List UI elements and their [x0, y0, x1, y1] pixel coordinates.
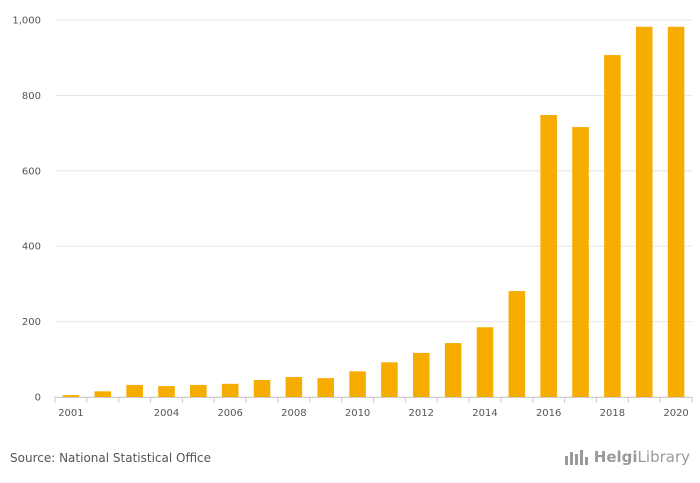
bar: [667, 26, 685, 397]
bar: [476, 327, 494, 397]
bar-chart: 0 200 400 600 800 1,000 2001 2004 2006 2008 2010 20…: [12, 16, 693, 419]
x-tick-label: 2008: [281, 408, 306, 419]
y-tick-label: 200: [22, 317, 41, 328]
bar: [444, 343, 462, 397]
bar: [317, 378, 335, 397]
x-tick-label: 2018: [600, 408, 625, 419]
x-tick-label: 2014: [472, 408, 497, 419]
helgi-library-logo[interactable]: HelgiLibrary: [564, 448, 690, 466]
y-tick-label: 1,000: [12, 16, 41, 27]
bar: [285, 377, 303, 397]
bar: [221, 383, 239, 397]
y-tick-label: 800: [22, 91, 41, 102]
brand-part2: Library: [637, 448, 690, 466]
bar: [604, 55, 621, 397]
y-tick-label: 400: [22, 242, 41, 253]
bar: [349, 371, 366, 397]
bar: [540, 115, 557, 397]
bar: [126, 384, 143, 397]
bar: [253, 380, 271, 397]
x-tick-label: 2020: [663, 408, 688, 419]
x-tick-label: 2016: [536, 408, 561, 419]
bar: [508, 291, 526, 397]
bar: [381, 362, 398, 397]
bar: [62, 395, 80, 397]
x-tick-label: 2001: [58, 408, 83, 419]
y-tick-label: 600: [22, 166, 41, 177]
bar: [635, 26, 653, 397]
bar: [94, 391, 112, 397]
bar: [572, 127, 589, 398]
x-tick-label: 2004: [154, 408, 179, 419]
bar: [412, 352, 430, 397]
y-tick-label: 0: [35, 393, 41, 404]
x-tick-label: 2012: [409, 408, 434, 419]
x-tick-label: 2006: [217, 408, 242, 419]
source-note: Source: National Statistical Office: [10, 451, 212, 465]
brand-part1: Helgi: [593, 448, 638, 466]
x-tick-label: 2010: [345, 408, 370, 419]
bar: [158, 386, 175, 397]
logo-icon: [564, 450, 588, 465]
bar: [190, 384, 207, 397]
